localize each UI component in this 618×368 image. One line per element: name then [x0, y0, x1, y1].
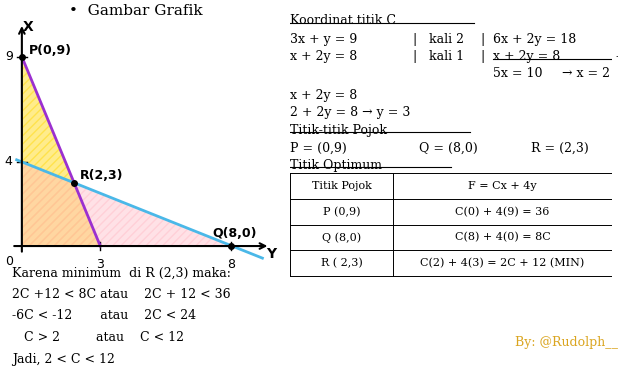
- Text: Titik Pojok: Titik Pojok: [312, 181, 372, 191]
- Text: kali 1: kali 1: [429, 50, 464, 63]
- Text: –: –: [615, 50, 618, 63]
- Text: X: X: [23, 20, 34, 34]
- Text: x + 2y = 8: x + 2y = 8: [290, 50, 358, 63]
- Text: 4: 4: [5, 155, 13, 169]
- Text: Q = (8,0): Q = (8,0): [419, 142, 478, 155]
- Text: -6C < -12       atau    2C < 24: -6C < -12 atau 2C < 24: [12, 309, 196, 322]
- Text: 2C +12 < 8C atau    2C + 12 < 36: 2C +12 < 8C atau 2C + 12 < 36: [12, 288, 231, 301]
- Text: R(2,3): R(2,3): [79, 169, 123, 182]
- Text: R = (2,3): R = (2,3): [531, 142, 589, 155]
- Text: By: @Rudolph___: By: @Rudolph___: [515, 336, 618, 349]
- Text: x + 2y = 8: x + 2y = 8: [290, 89, 358, 102]
- Text: C(2) + 4(3) = 2C + 12 (MIN): C(2) + 4(3) = 2C + 12 (MIN): [420, 258, 585, 268]
- Text: 5x = 10: 5x = 10: [493, 67, 543, 80]
- Text: |: |: [480, 50, 485, 63]
- Text: kali 2: kali 2: [429, 33, 464, 46]
- Text: x + 2y = 8: x + 2y = 8: [493, 50, 560, 63]
- Text: Y: Y: [266, 247, 277, 261]
- Text: |: |: [413, 50, 417, 63]
- Text: Titik-titik Pojok: Titik-titik Pojok: [290, 124, 387, 137]
- Text: C(0) + 4(9) = 36: C(0) + 4(9) = 36: [455, 207, 550, 217]
- Text: Q (8,0): Q (8,0): [323, 232, 362, 243]
- Text: Jadi, 2 < C < 12: Jadi, 2 < C < 12: [12, 353, 114, 365]
- Text: P (0,9): P (0,9): [323, 207, 361, 217]
- Text: R ( 2,3): R ( 2,3): [321, 258, 363, 268]
- Text: 3x + y = 9: 3x + y = 9: [290, 33, 358, 46]
- Text: 8: 8: [227, 258, 235, 270]
- Text: Q(8,0): Q(8,0): [213, 227, 257, 240]
- Text: C(8) + 4(0) = 8C: C(8) + 4(0) = 8C: [455, 232, 551, 243]
- Text: •  Gambar Grafik: • Gambar Grafik: [69, 4, 203, 18]
- Text: 9: 9: [5, 50, 13, 63]
- Text: C > 2         atau    C < 12: C > 2 atau C < 12: [12, 331, 184, 344]
- Text: |: |: [480, 33, 485, 46]
- Text: P(0,9): P(0,9): [28, 44, 72, 57]
- Text: 3: 3: [96, 258, 104, 270]
- Text: |: |: [413, 33, 417, 46]
- Text: Karena minimum  di R (2,3) maka:: Karena minimum di R (2,3) maka:: [12, 266, 231, 279]
- Text: P = (0,9): P = (0,9): [290, 142, 347, 155]
- Text: Koordinat titik C: Koordinat titik C: [290, 14, 397, 27]
- Text: 2 + 2y = 8 → y = 3: 2 + 2y = 8 → y = 3: [290, 106, 411, 119]
- Text: F = Cx + 4y: F = Cx + 4y: [468, 181, 537, 191]
- Polygon shape: [22, 162, 231, 246]
- Text: → x = 2: → x = 2: [562, 67, 610, 80]
- Text: 6x + 2y = 18: 6x + 2y = 18: [493, 33, 576, 46]
- Text: Titik Optimum: Titik Optimum: [290, 159, 383, 171]
- Polygon shape: [22, 57, 100, 246]
- Text: 0: 0: [5, 255, 13, 269]
